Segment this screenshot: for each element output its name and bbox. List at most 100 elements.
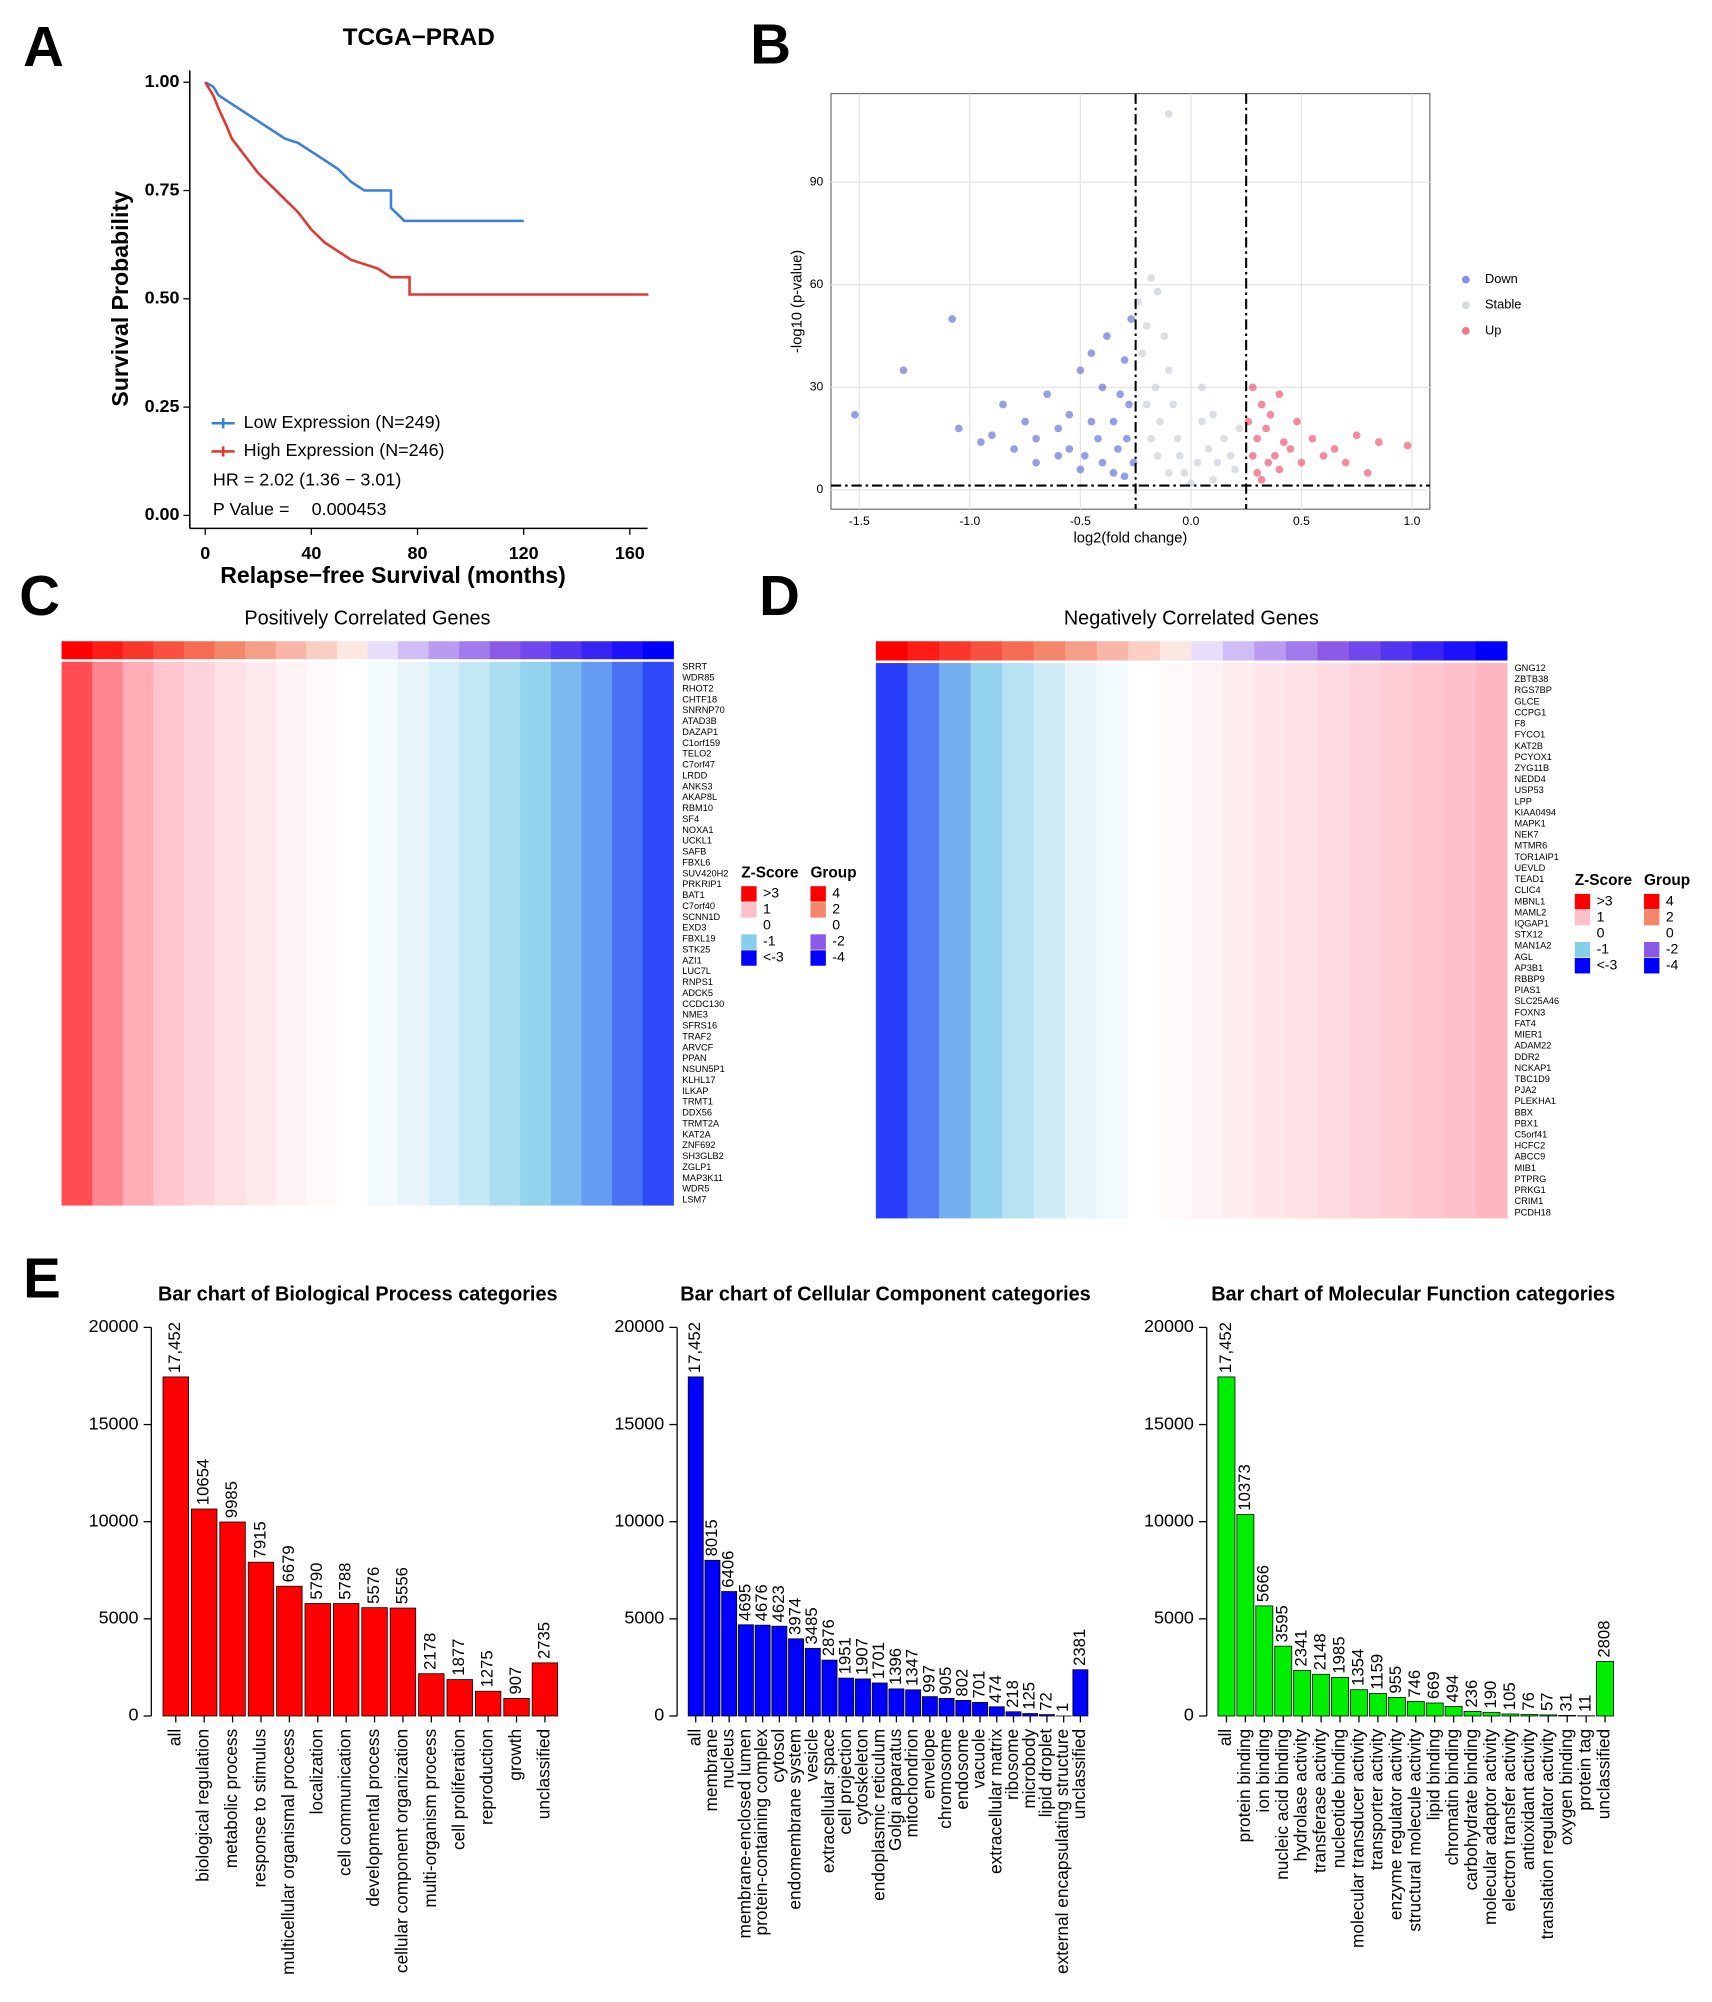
value-label: 2341 xyxy=(1292,1630,1311,1667)
x-tick-label: unclassified xyxy=(534,1729,554,1819)
legend-swatch xyxy=(1574,893,1591,910)
point xyxy=(1076,465,1085,474)
row-label: PLEKHA1 xyxy=(1515,1096,1557,1106)
row-label: MIB1 xyxy=(1515,1163,1537,1173)
legend-point xyxy=(1461,301,1470,310)
row-label: ZYG11B xyxy=(1515,763,1550,773)
heatmap-column xyxy=(1159,663,1192,1219)
row-label: WDR85 xyxy=(682,673,714,683)
panel-label: B xyxy=(750,13,791,76)
bar xyxy=(838,1677,855,1717)
value-label: 5576 xyxy=(364,1567,383,1604)
point xyxy=(1220,434,1228,443)
row-label: ANKS3 xyxy=(682,781,712,791)
point xyxy=(1363,469,1372,477)
y-tick-label: 0.25 xyxy=(145,396,180,416)
value-label: 1275 xyxy=(478,1650,497,1687)
bar xyxy=(888,1688,905,1717)
row-label: FBXL6 xyxy=(682,857,710,867)
bar xyxy=(855,1678,871,1717)
point xyxy=(1103,332,1111,340)
legend-label: 4 xyxy=(1666,892,1674,908)
x-tick-label: microbody xyxy=(1019,1728,1039,1808)
bar xyxy=(474,1690,502,1717)
row-label: MAML2 xyxy=(1515,907,1547,917)
row-label: KIAA0494 xyxy=(1515,807,1557,817)
row-label: RGS7BP xyxy=(1515,685,1552,695)
x-tick-label: cellular component organization xyxy=(392,1729,412,1973)
y-tick-label: 15000 xyxy=(1144,1413,1194,1433)
legend-label: 0 xyxy=(1597,924,1605,940)
group-cell xyxy=(1222,641,1256,661)
legend-label: 0 xyxy=(1666,924,1674,940)
point xyxy=(1032,434,1040,443)
row-label: KAT2A xyxy=(682,1129,711,1139)
group-cell xyxy=(1285,641,1319,661)
heatmap-column xyxy=(397,661,430,1206)
y-tick-label: 0 xyxy=(654,1705,664,1725)
legend-label: 1 xyxy=(1597,908,1605,924)
x-tick-label: -1.0 xyxy=(959,514,980,528)
group-cell xyxy=(61,641,93,660)
value-label: 997 xyxy=(919,1665,938,1693)
heatmap-column xyxy=(970,663,1003,1219)
row-label: STK25 xyxy=(682,944,710,954)
row-label: LPP xyxy=(1515,796,1532,806)
bar xyxy=(921,1696,938,1717)
row-label: LRDD xyxy=(682,770,707,780)
chart-title: Positively Correlated Genes xyxy=(244,608,490,630)
point xyxy=(1209,475,1217,484)
x-tick-label: multi-organism process xyxy=(420,1728,440,1907)
row-label: ADCK5 xyxy=(682,988,713,998)
bar xyxy=(1369,1693,1387,1717)
row-label: C7orf40 xyxy=(682,901,715,911)
point xyxy=(1330,445,1339,453)
legend-label: >3 xyxy=(763,885,779,901)
y-tick-label: 0.75 xyxy=(145,179,180,199)
point xyxy=(1054,451,1063,460)
point xyxy=(851,410,859,419)
point xyxy=(1109,469,1118,477)
annotation: HR = 2.02 (1.36 − 3.01) xyxy=(213,470,401,490)
bar xyxy=(737,1624,754,1717)
x-tick-label: biological regulation xyxy=(193,1729,213,1882)
point xyxy=(1098,458,1107,467)
point xyxy=(1164,366,1173,375)
row-label: GLCE xyxy=(1515,696,1540,706)
group-cell xyxy=(1002,641,1035,661)
group-cell xyxy=(1380,641,1413,661)
point xyxy=(1156,417,1164,426)
legend-label: 1 xyxy=(763,901,771,917)
annotation: P Value = xyxy=(213,499,290,519)
value-label: 218 xyxy=(1003,1680,1022,1708)
value-label: 905 xyxy=(936,1667,955,1695)
value-label: 3595 xyxy=(1273,1605,1292,1642)
group-cell xyxy=(1128,641,1161,661)
legend-swatch xyxy=(1574,942,1591,958)
x-tick-label: Golgi apparatus xyxy=(885,1728,905,1850)
value-label: 4695 xyxy=(735,1584,754,1621)
row-label: MBNL1 xyxy=(1515,896,1546,906)
bar xyxy=(1387,1697,1406,1717)
y-tick-label: 0.50 xyxy=(145,288,180,308)
group-cell xyxy=(428,641,460,660)
row-label: BBX xyxy=(1515,1107,1533,1117)
y-tick-label: 15000 xyxy=(89,1413,139,1433)
legend-swatch xyxy=(810,886,826,902)
point xyxy=(1180,469,1189,477)
y-axis-label: -log10 (p-value) xyxy=(790,250,806,353)
point xyxy=(1226,451,1235,460)
group-cell xyxy=(1349,641,1382,661)
bar xyxy=(1072,1669,1089,1717)
row-label: ILKAP xyxy=(682,1086,708,1096)
bar xyxy=(804,1647,821,1717)
panel-label: A xyxy=(23,15,64,78)
panel-label: D xyxy=(759,564,800,627)
legend-swatch xyxy=(810,918,826,934)
point xyxy=(1198,417,1206,426)
legend-label: 0 xyxy=(832,917,840,933)
x-tick-label: developmental process xyxy=(363,1728,383,1906)
x-tick-label: lipid binding xyxy=(1423,1729,1443,1820)
legend-title: Group xyxy=(1644,872,1690,889)
chart-title: TCGA−PRAD xyxy=(343,24,495,51)
